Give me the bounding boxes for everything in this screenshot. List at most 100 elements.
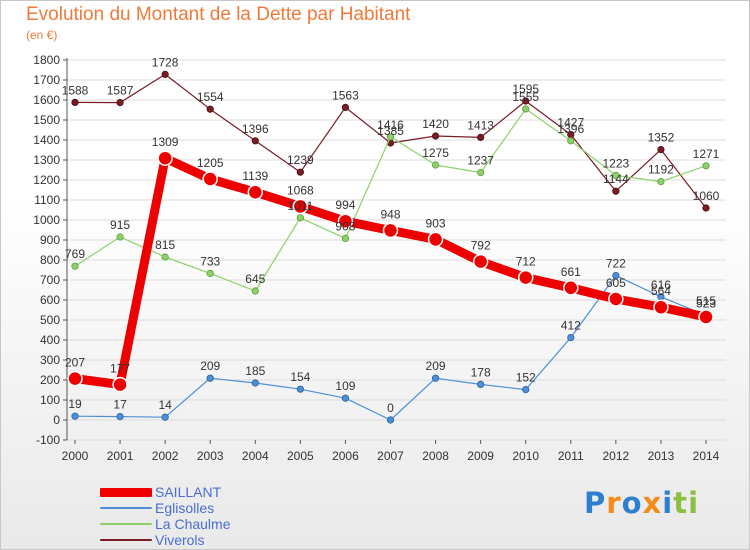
data-point-eglisolles — [296, 385, 304, 393]
data-point-saillant — [112, 376, 128, 393]
data-label-eglisolles: 14 — [158, 398, 172, 412]
data-point-viverols — [431, 132, 440, 140]
data-label-la-chaulme: 908 — [335, 219, 355, 233]
logo-letter: o — [621, 486, 643, 520]
data-point-eglisolles — [71, 412, 79, 420]
x-tick-label: 2002 — [152, 449, 179, 463]
legend-item-eglisolles: Eglisolles — [100, 500, 231, 516]
gridlines: -100 0 100 200 300 400 500 600 700 800 900 1000 1100… — [33, 53, 726, 447]
data-label-la-chaulme: 1271 — [693, 147, 720, 161]
data-label-viverols: 1352 — [648, 131, 675, 145]
data-label-viverols: 1588 — [62, 83, 89, 97]
data-point-viverols — [251, 137, 259, 145]
y-tick-label: 1800 — [33, 53, 60, 67]
data-label-saillant: 792 — [471, 239, 491, 253]
data-point-eglisolles — [386, 416, 395, 424]
data-label-saillant: 177 — [110, 362, 130, 376]
data-point-saillant — [157, 150, 173, 166]
series-la-chaulme — [71, 105, 710, 295]
data-point-eglisolles — [431, 374, 440, 382]
data-point-saillant — [292, 198, 309, 215]
data-label-viverols: 1728 — [152, 55, 179, 69]
y-tick-label: 1100 — [34, 193, 60, 207]
x-tick-label: 2007 — [377, 449, 404, 463]
legend-label-viverols: Viverols — [155, 532, 205, 548]
data-label-la-chaulme: 1192 — [648, 163, 674, 177]
data-point-eglisolles — [206, 374, 214, 382]
data-point-viverols — [477, 133, 485, 141]
x-tick-label: 2010 — [512, 449, 539, 463]
data-label-eglisolles: 722 — [606, 257, 626, 271]
logo-letter: x — [642, 486, 663, 520]
legend-swatch-eglisolles — [100, 507, 152, 509]
data-label-la-chaulme: 733 — [200, 254, 220, 268]
data-label-saillant: 948 — [380, 207, 400, 221]
data-label-saillant: 1139 — [242, 169, 268, 183]
y-tick-label: 1400 — [33, 133, 60, 147]
data-label-eglisolles: 523 — [696, 296, 716, 310]
x-tick-label: 2013 — [648, 449, 675, 463]
legend-swatch-saillant — [100, 487, 152, 497]
data-point-la-chaulme — [116, 233, 124, 241]
data-label-viverols: 1144 — [603, 172, 629, 186]
data-point-la-chaulme — [702, 162, 710, 170]
data-label-la-chaulme: 1555 — [512, 90, 539, 104]
y-tick-label: 0 — [53, 413, 60, 427]
data-point-saillant — [427, 231, 444, 248]
data-point-viverols — [341, 103, 350, 112]
data-label-saillant: 712 — [516, 255, 536, 269]
data-label-saillant: 1068 — [287, 183, 314, 197]
data-point-saillant — [472, 253, 489, 270]
series-line-saillant — [70, 153, 711, 390]
data-point-saillant — [698, 309, 714, 325]
logo-letter: t — [673, 486, 689, 520]
y-tick-label: 1500 — [33, 113, 60, 127]
data-point-la-chaulme — [386, 133, 395, 141]
data-point-viverols — [206, 105, 214, 113]
data-label-la-chaulme: 815 — [155, 238, 175, 252]
chart-subtitle: (en €) — [26, 28, 58, 42]
data-point-eglisolles — [477, 380, 485, 388]
data-point-saillant — [337, 213, 354, 229]
data-point-eglisolles — [251, 379, 259, 387]
legend-item-viverols: Viverols — [100, 532, 231, 548]
data-point-la-chaulme — [296, 214, 304, 222]
data-label-viverols: 1239 — [287, 153, 314, 167]
data-label-la-chaulme: 769 — [65, 247, 85, 261]
series-viverols — [71, 70, 710, 212]
data-label-la-chaulme: 1011 — [287, 199, 313, 213]
logo-letter: P — [584, 486, 607, 520]
data-point-viverols — [702, 204, 710, 212]
data-point-eglisolles — [161, 413, 169, 421]
x-tick-label: 2004 — [242, 449, 269, 463]
x-tick-label: 2001 — [107, 449, 134, 463]
data-point-viverols — [161, 70, 169, 79]
data-point-saillant — [247, 184, 264, 200]
data-label-eglisolles: 109 — [335, 379, 355, 393]
y-tick-label: 300 — [40, 353, 60, 367]
data-point-saillant — [382, 222, 399, 239]
y-tick-label: 600 — [40, 293, 60, 307]
legend-label-eglisolles: Eglisolles — [155, 500, 215, 516]
y-tick-label: 500 — [40, 313, 60, 327]
data-label-la-chaulme: 1275 — [422, 146, 449, 160]
x-tick-label: 2005 — [287, 449, 314, 463]
data-label-viverols: 1587 — [107, 84, 134, 98]
data-point-la-chaulme — [251, 287, 259, 295]
x-tick-label: 2012 — [603, 449, 630, 463]
data-point-saillant — [563, 280, 579, 296]
data-point-eglisolles — [522, 385, 530, 394]
legend: SAILLANT Eglisolles La Chaulme Viverols — [100, 484, 231, 548]
data-label-la-chaulme: 1237 — [467, 154, 494, 168]
data-label-viverols: 1554 — [197, 90, 224, 104]
data-label-eglisolles: 17 — [113, 398, 127, 412]
x-tick-label: 2000 — [62, 449, 89, 463]
legend-swatch-viverols — [100, 539, 152, 541]
logo-letter: r — [606, 486, 622, 520]
data-label-saillant: 661 — [561, 265, 581, 279]
data-point-saillant — [608, 291, 624, 307]
data-point-saillant — [202, 171, 218, 187]
data-point-saillant — [67, 370, 83, 387]
data-point-la-chaulme — [206, 269, 214, 277]
